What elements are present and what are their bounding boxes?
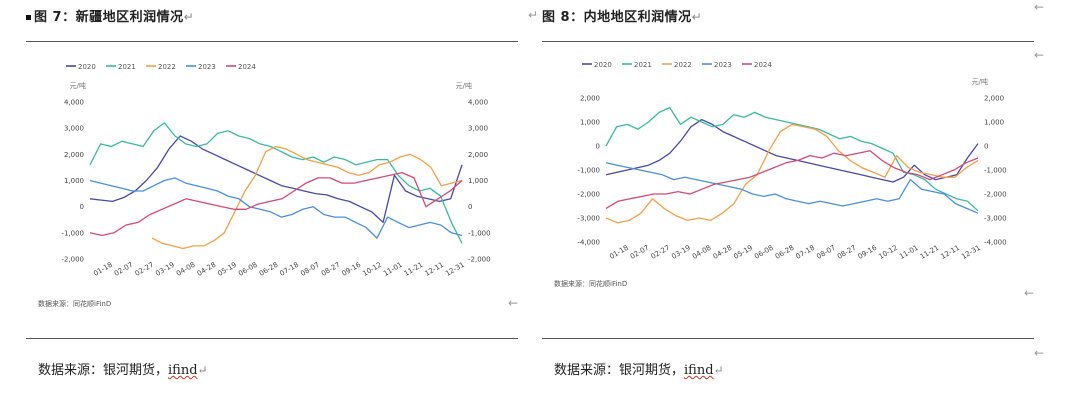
legend-label-2024: 2024 [754,61,772,69]
y-tick-label-left: -2,000 [61,256,84,264]
y-tick-label-left: -1,000 [577,167,600,175]
return-arrow-icon: ↵ [528,8,539,22]
bullet-square-icon [26,15,31,20]
y-tick-label-right: -3,000 [984,215,1007,223]
paragraph-mark-icon: ↵ [183,10,195,24]
y-unit-right: 元/吨 [456,81,472,90]
series-line-2021 [605,106,979,212]
paragraph-mark-icon: ↵ [713,363,724,377]
figure-panel-xinjiang: 图 7：新疆地区利润情况↵ 2020 2021 2022 2023 2024 元/吨 元/吨… [26,0,546,404]
left-arrow-icon: ← [1024,286,1035,300]
y-tick-label-right: 2,000 [468,151,488,159]
chart-background [546,54,1036,294]
series-line-2024 [605,150,979,209]
left-arrow-icon: ← [508,296,519,310]
y-tick-label-left: 1,000 [64,177,84,185]
y-tick-label-left: 2,000 [64,151,84,159]
figure-title: 图 8：内地地区利润情况↵ [542,10,703,25]
legend-label-2024: 2024 [238,63,256,71]
legend-label-2021: 2021 [634,61,652,69]
top-rule [542,41,1034,42]
y-tick-label-right: 0 [468,203,472,211]
series-line-2022 [151,145,463,250]
line-chart-inland: 2020 2021 2022 2023 2024 元/吨 -4,000 -4,000 -3,00… [546,54,1036,294]
figure-panel-inland: 图 8：内地地区利润情况↵ 2020 2021 2022 2023 2024 元/吨 -4,… [542,0,1062,404]
chart-source-label: 数据来源：同花顺iFinD [38,299,111,308]
y-tick-label-left: 4,000 [64,99,84,107]
series-line-2023 [605,162,979,214]
y-tick-label-left: 2,000 [580,95,600,103]
y-tick-label-left: -4,000 [577,239,600,247]
legend-label-2020: 2020 [594,61,612,69]
series-line-2020 [89,135,463,224]
y-tick-label-right: -4,000 [984,239,1007,247]
y-tick-label-left: 0 [80,203,84,211]
series-line-2023 [89,177,463,239]
top-rule [26,41,518,42]
y-tick-label-left: -2,000 [577,191,600,199]
y-tick-label-left: -1,000 [61,229,84,237]
y-tick-label-left: -3,000 [577,215,600,223]
y-tick-label-left: 0 [596,143,600,151]
y-tick-label-right: -2,000 [984,191,1007,199]
left-arrow-icon: ← [1034,346,1045,360]
source-line: 数据来源：银河期货，ifind↵ [554,363,724,378]
left-arrow-icon: ← [1034,48,1045,62]
legend-label-2023: 2023 [714,61,732,69]
y-tick-label-right: 1,000 [984,119,1004,127]
figure-title: 图 7：新疆地区利润情况↵ [26,6,194,25]
legend-label-2020: 2020 [78,63,96,71]
paragraph-mark-icon: ↵ [197,363,208,377]
y-tick-label-right: -1,000 [984,167,1007,175]
legend-label-2023: 2023 [198,63,216,71]
series-line-2020 [605,118,979,183]
chart-background [30,54,520,314]
y-tick-label-right: -1,000 [468,229,491,237]
source-line: 数据来源：银河期货，ifind↵ [38,363,208,378]
legend-label-2021: 2021 [118,63,136,71]
bottom-rule [26,338,518,339]
bottom-rule [542,338,1034,339]
y-tick-label-right: 2,000 [984,95,1004,103]
y-tick-label-right: -2,000 [468,256,491,264]
y-unit-right: 元/吨 [972,77,988,86]
paragraph-mark-icon: ↵ [691,10,703,24]
legend-label-2022: 2022 [674,61,692,69]
y-tick-label-right: 0 [984,143,988,151]
chart-source-label: 数据来源：同花顺iFinD [554,279,627,288]
left-arrow-icon: ← [1034,0,1045,14]
y-tick-label-right: 1,000 [468,177,488,185]
y-tick-label-left: 1,000 [580,119,600,127]
line-chart-xinjiang: 2020 2021 2022 2023 2024 元/吨 元/吨 -2,000 -2,000 -1… [30,54,520,314]
y-tick-label-right: 4,000 [468,99,488,107]
legend-label-2022: 2022 [158,63,176,71]
series-line-2021 [89,122,463,244]
series-line-2022 [605,123,979,224]
y-tick-label-right: 3,000 [468,125,488,133]
y-tick-label-left: 3,000 [64,125,84,133]
y-unit-left: 元/吨 [70,81,86,90]
series-line-2024 [89,171,463,237]
